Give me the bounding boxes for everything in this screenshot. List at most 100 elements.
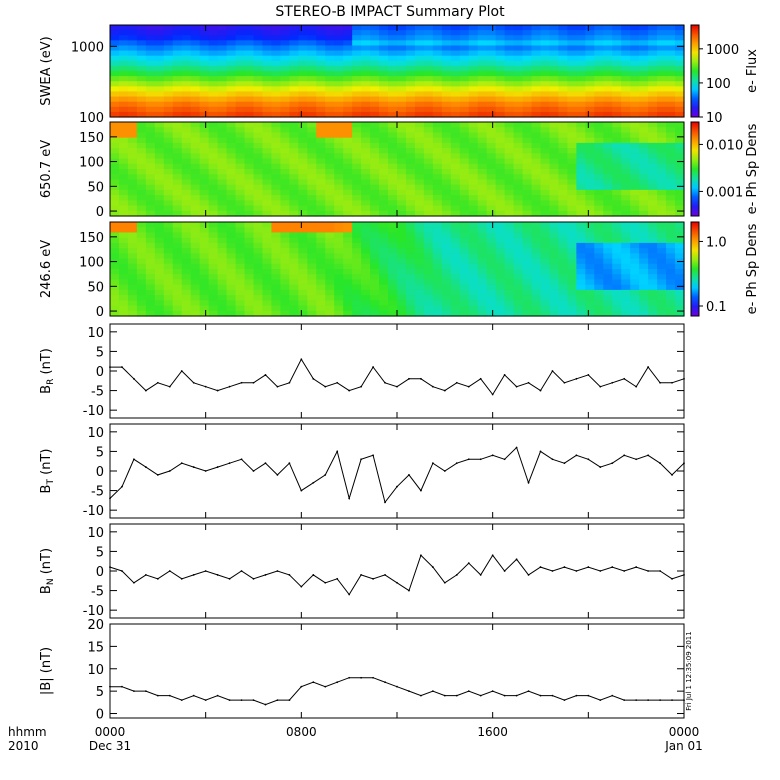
trace-point [491,690,494,693]
plot-title: STEREO-B IMPACT Summary Plot [275,4,505,20]
trace-point [156,381,159,384]
trace-point [312,481,315,484]
panel-frame [109,423,685,519]
trace-point [455,462,458,465]
y-tick-label: 5 [96,345,104,360]
trace-point [479,458,482,461]
trace-point [252,381,255,384]
trace-point [659,570,661,572]
trace-point [635,566,638,568]
trace-point [372,454,374,457]
trace-point [228,699,231,701]
trace-point [527,574,530,576]
colorbar-tick-label: 0.1 [706,300,727,315]
trace-point [659,381,661,384]
generation-timestamp: Fri Jul 1 12:35:09 2011 [685,631,693,710]
trace-point [396,385,398,388]
trace-point [455,381,458,384]
trace-point [551,458,554,461]
trace-point [611,462,614,465]
panel-5: -10 -5 0 5 10 BN (nT) [39,523,685,619]
trace-point [240,458,243,461]
trace-point [515,446,518,449]
trace-point [396,581,398,584]
y-tick-label: 5 [96,445,104,460]
trace-point [348,497,351,500]
y-tick-label: 10 [87,326,104,341]
trace-point [527,481,530,484]
trace-point [575,454,578,457]
trace-point [360,458,363,461]
trace-point [611,694,614,697]
trace-point [551,570,554,572]
trace-point [467,458,470,461]
trace-point [408,377,410,380]
trace-point [240,699,243,701]
trace-point [133,377,135,380]
x-date-label-end: Jan 01 [664,739,703,753]
y-tick-label: 5 [96,545,104,560]
trace-line [110,358,685,396]
colorbar-1 [690,121,700,217]
trace-point [396,485,398,488]
trace-point [360,574,363,576]
trace-point [611,566,614,568]
panel-frame [109,323,685,419]
trace-point [216,574,219,576]
x-tick-label: 0000 [95,725,126,739]
panel-frame [109,623,685,719]
trace-point [204,570,207,572]
trace-point [539,450,542,453]
trace-point [133,581,135,584]
trace-point [563,381,566,384]
trace-point [515,385,518,388]
trace-point [312,574,315,576]
trace-point [180,577,183,580]
trace-point [156,694,159,697]
trace-point [384,574,386,576]
trace-point [659,699,661,701]
y-tick-label: 10 [87,663,104,678]
trace-point [599,466,602,468]
y-axis-label: 650.7 eV [39,140,54,198]
trace-line [109,446,685,504]
trace-point [647,699,650,701]
trace-point [443,581,446,584]
x-tick-label: 1600 [477,725,508,739]
trace-point [192,381,195,384]
x-tick-label: 0000 [669,725,700,739]
trace-point [563,462,566,465]
trace-point [336,450,339,453]
trace-point [144,574,147,576]
trace-point [420,554,422,557]
trace-point [312,681,315,684]
trace-point [503,694,506,697]
trace-line [110,677,684,706]
trace-point [204,470,207,472]
panel-6: 0 5 10 15 20 |B| (nT) [39,618,685,723]
spectrogram-cells [110,25,685,118]
trace-point [408,474,410,476]
time-axis-label-hhmm: hhmm [8,725,47,739]
trace-point [431,690,434,693]
y-tick-label: 150 [79,131,104,146]
trace-point [168,470,171,472]
trace-point [312,377,315,380]
trace-point [491,393,494,396]
trace-point [467,690,470,693]
trace-point [623,377,626,380]
trace-point [551,694,554,697]
trace-point [467,385,470,388]
trace-point [408,589,410,592]
trace-point [575,570,578,572]
trace-point [611,381,614,384]
trace-point [288,462,291,465]
trace-point [455,694,458,697]
trace-point [635,699,638,701]
trace-point [372,366,374,368]
trace-point [228,462,231,465]
trace-point [647,454,650,457]
spectrogram-cells [110,222,685,317]
